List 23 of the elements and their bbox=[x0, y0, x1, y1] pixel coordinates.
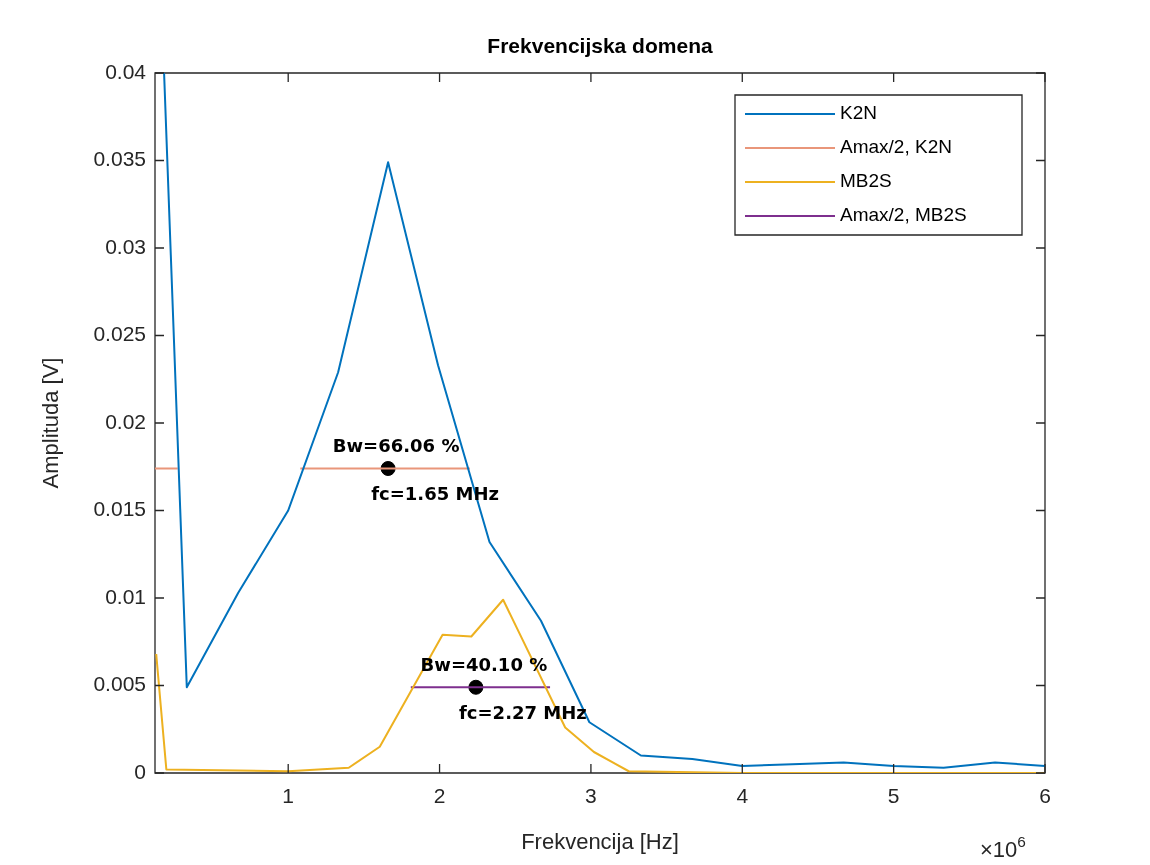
x-tick-label: 6 bbox=[1039, 784, 1051, 808]
legend-label: Amax/2, K2N bbox=[840, 136, 952, 158]
x-tick-label: 2 bbox=[433, 784, 446, 808]
legend-label: MB2S bbox=[840, 170, 892, 192]
y-tick-label: 0.025 bbox=[93, 322, 146, 346]
x-tick-label: 5 bbox=[887, 784, 900, 808]
legend-label: Amax/2, MB2S bbox=[840, 204, 967, 226]
y-tick-label: 0.01 bbox=[105, 584, 146, 608]
y-tick-label: 0.04 bbox=[105, 59, 147, 83]
x-axis-title: Frekvencija [Hz] bbox=[521, 829, 679, 855]
y-tick-label: 0 bbox=[134, 759, 146, 783]
y-tick-label: 0.035 bbox=[93, 147, 146, 171]
x-tick-label: 3 bbox=[585, 784, 597, 808]
y-tick-label: 0.005 bbox=[93, 672, 146, 696]
chart-title: Frekvencijska domena bbox=[487, 33, 713, 57]
y-tick-label: 0.015 bbox=[93, 497, 146, 521]
x-tick-label: 4 bbox=[736, 784, 749, 808]
y-tick-label: 0.03 bbox=[105, 234, 146, 258]
x-tick-label: 1 bbox=[282, 784, 295, 808]
annotation: Bw=66.06 % bbox=[332, 435, 460, 457]
y-tick-label: 0.02 bbox=[105, 409, 146, 433]
y-axis-title: Amplituda [V] bbox=[38, 357, 64, 489]
legend-label: K2N bbox=[840, 102, 877, 124]
